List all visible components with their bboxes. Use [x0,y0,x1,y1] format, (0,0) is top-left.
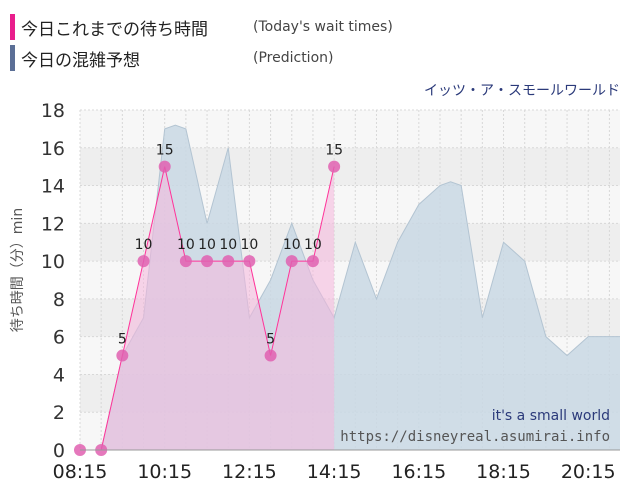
legend-swatch-prediction [10,45,15,71]
data-label: 15 [325,143,343,159]
actual-point [285,255,298,268]
y-axis-label: 待ち時間（分）min [10,208,26,332]
actual-point [306,255,319,268]
watermark-title: it's a small world [492,408,610,424]
x-tick-label: 10:15 [137,461,192,483]
x-tick-label: 08:15 [53,461,108,483]
data-label: 10 [283,237,301,253]
y-tick-label: 14 [41,176,65,198]
data-label: 15 [156,143,174,159]
data-label: 10 [219,237,237,253]
x-tick-label: 18:15 [476,461,531,483]
data-label: 10 [198,237,216,253]
y-tick-label: 2 [53,402,65,424]
attraction-name: イッツ・ア・スモールワールド [424,83,620,99]
data-label: 10 [135,237,153,253]
legend: 今日これまでの待ち時間 (Today's wait times) 今日の混雑予想… [10,14,393,76]
data-label: 10 [177,237,195,253]
legend-sub-prediction: (Prediction) [253,50,334,66]
data-label: 5 [118,332,127,348]
watermark-url: https://disneyreal.asumirai.info [340,429,610,445]
legend-item-prediction: 今日の混雑予想 (Prediction) [10,45,393,71]
legend-item-actual: 今日これまでの待ち時間 (Today's wait times) [10,14,393,40]
actual-point [222,255,235,268]
legend-sub-actual: (Today's wait times) [253,19,393,35]
actual-point [328,160,341,173]
axes: 0 2 4 6 8 10 12 14 16 18 08:15 10:15 12:15 14:15 16:15… [41,100,620,483]
actual-point [137,255,150,268]
y-tick-label: 16 [41,138,65,160]
actual-point [243,255,256,268]
y-tick-label: 10 [41,251,65,273]
y-tick-label: 8 [53,289,65,311]
y-tick-label: 0 [53,440,65,462]
y-tick-label: 12 [41,213,65,235]
data-label: 5 [266,332,275,348]
actual-point [201,255,214,268]
data-label: 10 [304,237,322,253]
actual-point [116,349,129,362]
actual-point [264,349,277,362]
x-tick-label: 12:15 [222,461,277,483]
x-tick-label: 14:15 [307,461,362,483]
actual-point [179,255,192,268]
data-label: 10 [240,237,258,253]
y-tick-label: 18 [41,100,65,122]
legend-label-actual: 今日これまでの待ち時間 [21,19,208,40]
x-tick-label: 16:15 [391,461,446,483]
legend-swatch-actual [10,14,15,40]
legend-label-prediction: 今日の混雑予想 [21,50,140,71]
actual-area [80,166,335,450]
y-tick-label: 4 [53,364,65,386]
x-tick-label: 20:15 [561,461,616,483]
actual-point [158,160,171,173]
y-tick-label: 6 [53,327,65,349]
